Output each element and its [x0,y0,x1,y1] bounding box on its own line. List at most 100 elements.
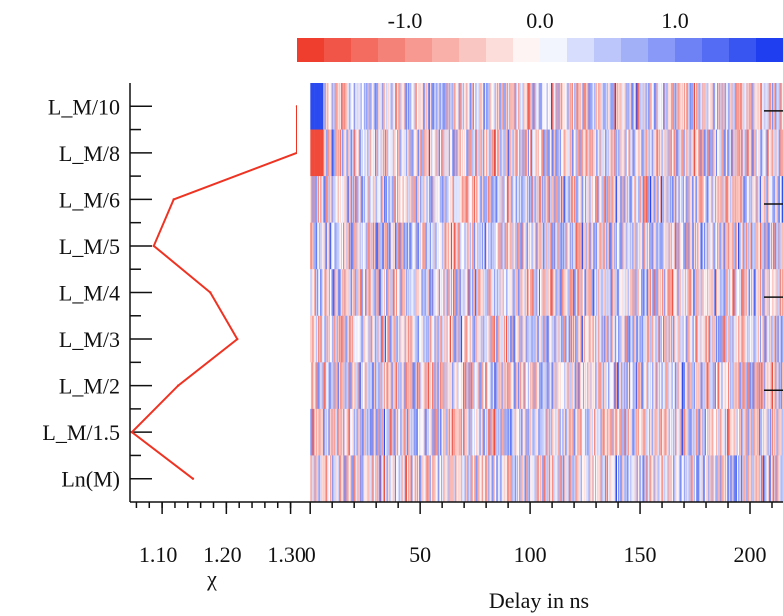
heatmap-cell [725,269,728,317]
heatmap-cell [457,176,459,223]
heatmap-cell [524,176,527,223]
heatmap-cell [424,83,426,130]
heatmap-cell [553,129,555,177]
heatmap-cell [437,222,440,270]
heatmap-cell [436,176,439,223]
heatmap-cell [713,176,716,223]
heatmap-cell [391,129,393,177]
heatmap-cell [382,455,385,502]
heatmap-cell [538,362,541,410]
heatmap-cell [482,176,485,223]
heatmap-cell [318,362,321,410]
heatmap-cell [776,222,778,270]
heatmap-cell [757,222,760,270]
heatmap-cell [747,83,750,130]
heatmap-cell [629,269,631,317]
heatmap-cell [356,176,358,223]
heatmap-cell [503,129,506,177]
heatmap-cell [599,83,601,130]
heatmap-cell [618,455,620,502]
heatmap-cell [397,408,399,456]
heatmap-cell [338,269,341,317]
heatmap-cell [708,83,710,130]
heatmap-cell [546,362,548,410]
heatmap-cell [431,408,433,456]
heatmap-cell [718,222,720,270]
heatmap-cell [701,408,704,456]
heatmap-cell [736,222,739,270]
heatmap-cell [558,176,561,223]
heatmap-cell [505,408,508,456]
heatmap-cell [665,176,667,223]
heatmap-cell [701,269,704,317]
heatmap-cell [596,362,598,410]
heatmap-cell [511,83,513,130]
heatmap-cell [758,222,761,270]
heatmap-cell [417,83,420,130]
heatmap-cell [768,176,771,223]
heatmap-cell [548,129,551,177]
heatmap-cell [550,269,553,317]
heatmap-cell [667,362,669,410]
heatmap-cell [707,129,709,177]
heatmap-cell [728,269,730,317]
heatmap-cell [780,269,783,317]
heatmap-cell [366,455,368,502]
heatmap-cell [742,222,744,270]
heatmap-cell [662,129,664,177]
heatmap-cell [770,222,773,270]
heatmap-cell [334,315,336,363]
heatmap-cell [428,222,431,270]
heatmap-cell [624,129,627,177]
heatmap-cell [560,129,563,177]
heatmap-cell [693,269,696,317]
heatmap-cell [481,315,484,363]
heatmap-cell [316,408,319,456]
heatmap-cell [464,408,466,456]
heatmap-cell [357,315,359,363]
heatmap-cell [323,362,325,410]
heatmap-cell [610,455,612,502]
heatmap-cell [729,269,731,317]
heatmap-cell [558,362,561,410]
heatmap-cell [364,408,366,456]
heatmap-cell [577,176,579,223]
heatmap-cell [401,408,403,456]
heatmap-cell [666,83,668,130]
heatmap-cell [557,83,559,130]
heatmap-cell [508,362,510,410]
heatmap-cell [605,408,608,456]
heatmap-cell [722,176,724,223]
colorbar-swatch [513,38,541,62]
heatmap-cell [367,129,369,177]
heatmap-cell [482,83,485,130]
heatmap-cell [351,83,354,130]
heatmap-cell [339,83,342,130]
heatmap-cell [742,129,744,177]
heatmap-cell [446,408,448,456]
heatmap-cell [334,129,336,177]
heatmap-cell [702,455,705,502]
heatmap-cell [597,455,599,502]
heatmap-cell [315,129,318,177]
heatmap-cell [381,83,384,130]
heatmap-cell [420,269,422,317]
heatmap-cell [505,315,508,363]
heatmap-cell [542,129,544,177]
heatmap-cell [717,455,719,502]
heatmap-cell [411,315,413,363]
heatmap-cell [411,176,413,223]
heatmap-cell [622,362,624,410]
heatmap-cell [757,83,760,130]
heatmap-cell [348,83,351,130]
heatmap-cell [487,362,489,410]
heatmap-cell [543,408,545,456]
heatmap-cell [537,222,540,270]
heatmap-cell [768,315,771,363]
heatmap-cell [312,83,314,130]
heatmap-cell [354,362,356,410]
heatmap-cell [433,362,435,410]
heatmap-cell [409,455,411,502]
heatmap-cell [552,129,554,177]
heatmap-cell [645,269,647,317]
